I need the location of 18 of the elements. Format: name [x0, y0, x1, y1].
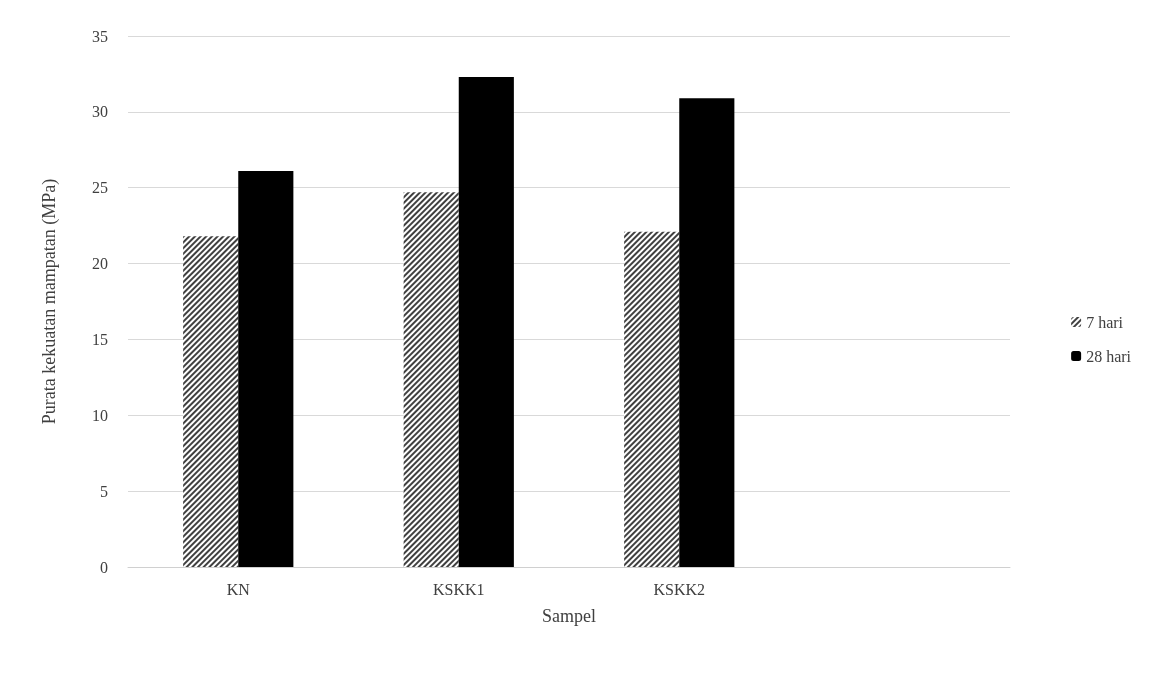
x-axis-title: Sampel	[542, 606, 596, 626]
y-tick-label: 15	[92, 330, 108, 348]
y-tick-label: 0	[100, 558, 108, 576]
bar	[238, 171, 294, 567]
y-tick-label: 25	[92, 179, 108, 197]
y-tick-label: 20	[92, 255, 108, 273]
y-tick-label: 30	[92, 103, 108, 121]
bar	[679, 98, 735, 567]
x-tick-label: KSKK1	[432, 580, 485, 598]
bar	[458, 76, 514, 567]
legend-label: 7 hari	[1086, 313, 1124, 331]
y-tick-label: 5	[100, 482, 108, 500]
y-tick-label: 35	[92, 27, 108, 45]
y-tick-label: 10	[92, 406, 108, 424]
x-tick-label: KN	[226, 580, 251, 598]
x-tick-label: KSKK2	[653, 580, 706, 598]
legend-label: 28 hari	[1086, 347, 1132, 365]
y-axis-title: Purata kekuatan mampatan (MPa)	[39, 178, 60, 425]
